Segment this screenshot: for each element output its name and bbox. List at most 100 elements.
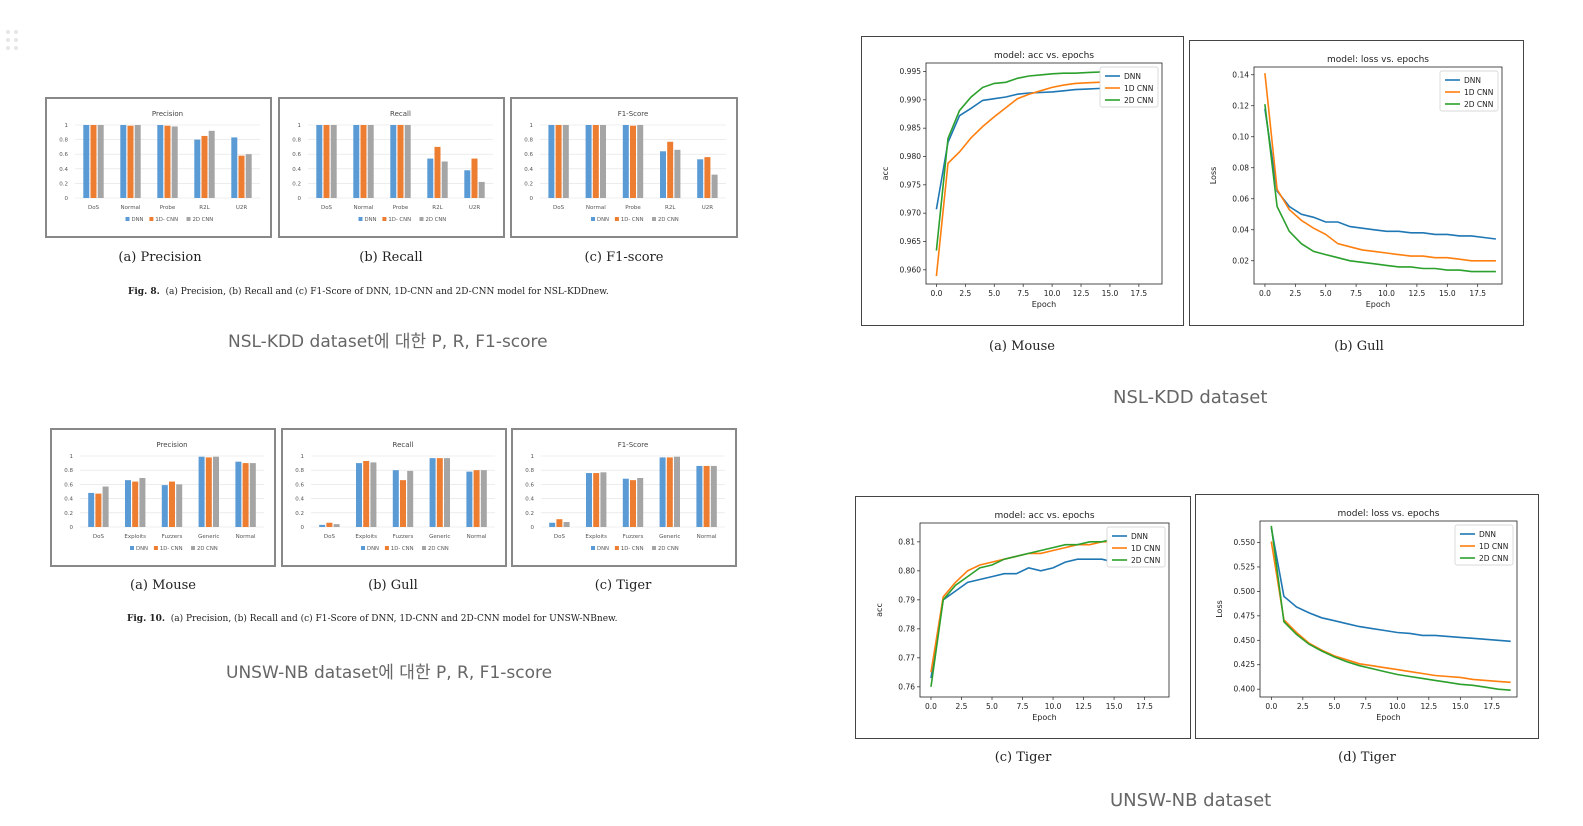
- bar-2dcnn: [404, 125, 411, 198]
- bar-2dcnn: [176, 484, 183, 527]
- section-title-unsw-left: UNSW-NB dataset에 대한 P, R, F1-score: [226, 663, 553, 683]
- legend-swatch: [361, 546, 365, 550]
- y-tick-label: 0.400: [1234, 685, 1256, 694]
- x-axis-label: Epoch: [1366, 300, 1391, 309]
- nsl-recall-panel: Recall 0 0.2 0.4 0.6 0.8 1 DoS Normal Probe R2L U2R…: [278, 97, 505, 238]
- bar-2dcnn: [637, 478, 644, 527]
- x-tick-label: 0.0: [1259, 289, 1271, 298]
- x-tick-label: 5.0: [986, 702, 998, 711]
- unsw-f1-panel: F1-Score 0 0.2 0.4 0.6 0.8 1 DoS Exploits Fuzzers…: [511, 428, 737, 567]
- bar-dnn: [429, 458, 436, 527]
- x-tick-label: 15.0: [1439, 289, 1456, 298]
- bar-1d-cnn: [360, 125, 367, 198]
- x-tick-label: 5.0: [1320, 289, 1332, 298]
- x-tick-label: Normal: [354, 205, 374, 211]
- legend-label: 1D CNN: [1464, 88, 1493, 97]
- legend-label: 2D CNN: [1464, 100, 1493, 109]
- y-tick-label: 0.500: [1234, 587, 1256, 596]
- y-tick-label: 0.2: [524, 181, 533, 187]
- caption-unsw-gull: (b) Gull: [368, 578, 418, 593]
- x-tick-label: Exploits: [585, 534, 607, 540]
- x-tick-label: DoS: [324, 534, 336, 540]
- y-tick-label: 1: [301, 454, 305, 460]
- y-tick-label: 0.6: [59, 152, 68, 158]
- legend-box: [1454, 524, 1514, 566]
- x-tick-label: 7.5: [1017, 702, 1029, 711]
- x-axis-label: Epoch: [1032, 713, 1057, 722]
- y-tick-label: 0.475: [1234, 611, 1256, 620]
- series-line-dnn: [1264, 108, 1496, 240]
- bar-dnn: [319, 524, 326, 527]
- bar-2dcnn: [139, 478, 146, 527]
- y-tick-label: 0.4: [525, 497, 534, 503]
- unsw-precision-panel: Precision 0 0.2 0.4 0.6 0.8 1 DoS Exploits Fuzzer…: [50, 428, 276, 567]
- legend-label: 2D CNN: [193, 217, 214, 223]
- y-tick-label: 0.2: [64, 511, 73, 517]
- unsw-recall-panel: Recall 0 0.2 0.4 0.6 0.8 1 DoS Exploits Fuzzers Ge…: [281, 428, 507, 567]
- bar-dnn: [125, 480, 131, 527]
- drag-handle-icon: [6, 30, 20, 60]
- fig10-text: (a) Precision, (b) Recall and (c) F1-Sco…: [170, 614, 618, 624]
- legend-swatch: [591, 546, 595, 550]
- y-axis-label: acc: [881, 167, 890, 181]
- y-tick-label: 0.4: [524, 167, 533, 173]
- x-tick-label: 15.0: [1106, 702, 1123, 711]
- legend-swatch: [149, 217, 154, 221]
- legend-label: 1D- CNN: [155, 217, 178, 223]
- x-tick-label: Generic: [429, 534, 450, 540]
- legend-label: DNN: [1464, 76, 1481, 85]
- nsl-acc-chart: model: acc vs. epochs 0.0 2.5 5.0 7.5 10.0 12.…: [881, 51, 1163, 309]
- legend-swatch: [130, 546, 134, 550]
- bar-1d-cnn: [326, 522, 333, 527]
- bar-2dcnn: [330, 125, 337, 198]
- x-tick-label: 0.0: [930, 289, 942, 298]
- bar-1d-cnn: [592, 125, 599, 198]
- x-tick-label: Exploits: [124, 534, 146, 540]
- x-tick-label: R2L: [199, 205, 210, 211]
- y-tick-label: 0.8: [64, 468, 73, 474]
- bar-2dcnn: [102, 486, 109, 527]
- y-tick-label: 0.2: [292, 181, 301, 187]
- legend-swatch: [153, 546, 158, 550]
- x-tick-label: 5.0: [988, 289, 1000, 298]
- bar-1d-cnn: [666, 457, 673, 527]
- x-tick-label: 17.5: [1469, 289, 1486, 298]
- legend-label: 2D CNN: [428, 546, 449, 552]
- legend-swatch: [614, 217, 619, 221]
- bar-dnn: [585, 125, 592, 198]
- chart-title: Recall: [393, 441, 414, 449]
- bar-dnn: [353, 125, 360, 198]
- legend-label: DNN: [1479, 530, 1496, 539]
- y-tick-label: 0.78: [898, 624, 915, 633]
- bar-dnn: [660, 151, 666, 198]
- legend-box: [1439, 70, 1499, 112]
- bar-1d-cnn: [473, 470, 480, 527]
- plot-frame: [1253, 66, 1503, 285]
- bar-dnn: [83, 125, 90, 198]
- legend-label: DNN: [1131, 532, 1148, 541]
- y-tick-label: 0: [298, 196, 302, 202]
- x-tick-label: Fuzzers: [162, 534, 183, 540]
- legend-label: DNN: [132, 217, 144, 223]
- x-tick-label: DoS: [553, 205, 565, 211]
- y-tick-label: 1: [530, 123, 534, 129]
- bar-2dcnn: [480, 470, 487, 527]
- y-tick-label: 0.12: [1232, 101, 1249, 110]
- x-tick-label: 5.0: [1328, 702, 1340, 711]
- y-tick-label: 0.980: [900, 152, 922, 161]
- caption-right-tiger-c: (c) Tiger: [994, 750, 1052, 765]
- x-tick-label: 12.5: [1073, 289, 1090, 298]
- bar-2dcnn: [600, 125, 606, 198]
- y-tick-label: 0.8: [295, 468, 304, 474]
- legend-label: 1D CNN: [1124, 84, 1153, 93]
- x-tick-label: R2L: [665, 205, 676, 211]
- x-tick-label: 15.0: [1102, 289, 1119, 298]
- bar-2dcnn: [367, 125, 374, 198]
- legend-swatch: [419, 217, 424, 221]
- unsw-precision-chart: Precision 0 0.2 0.4 0.6 0.8 1 DoS Exploits Fuzzer…: [64, 441, 264, 552]
- bar-2dcnn: [333, 524, 340, 527]
- x-tick-label: 17.5: [1483, 702, 1500, 711]
- plot-frame: [925, 62, 1163, 285]
- bar-1d-cnn: [436, 458, 443, 527]
- bar-dnn: [390, 125, 397, 198]
